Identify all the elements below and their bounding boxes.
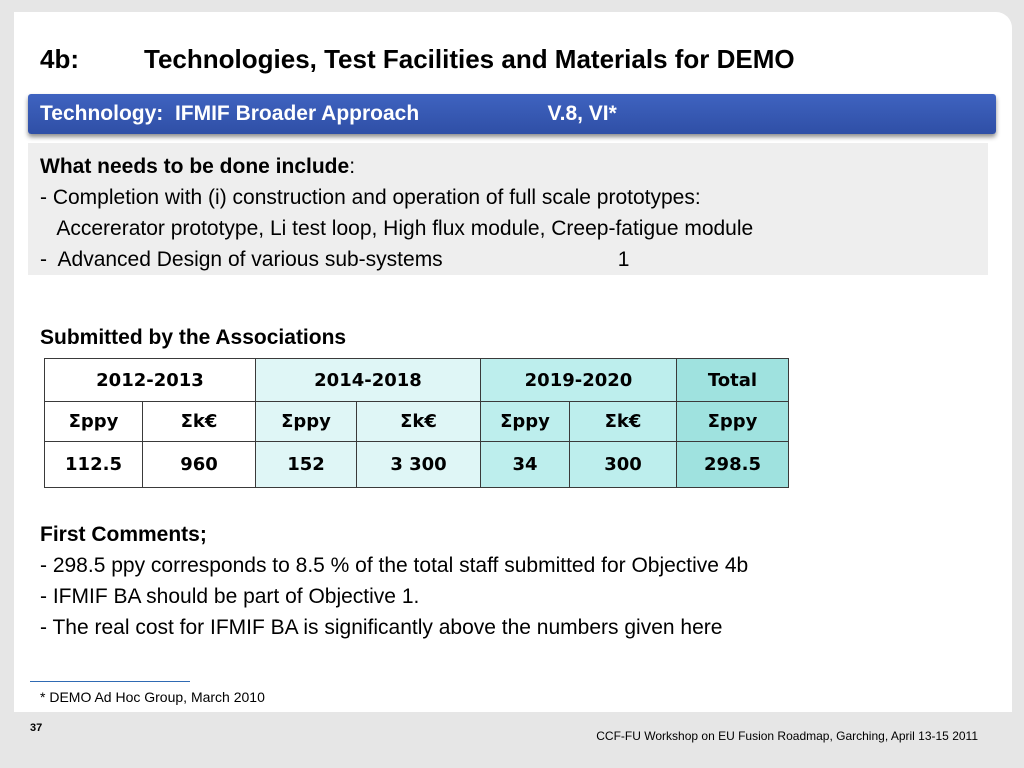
- needs-line: - Completion with (i) construction and o…: [40, 186, 701, 209]
- unit-header: Σppy: [676, 401, 789, 442]
- comment-line: - The real cost for IFMIF BA is signific…: [40, 616, 723, 639]
- slide-title: 4b: Technologies, Test Facilities and Ma…: [40, 44, 795, 74]
- table-row: 112.5 960 152 3 300 34 300 298.5: [44, 441, 789, 488]
- unit-header: Σppy: [44, 401, 143, 442]
- footnote-divider: [30, 681, 190, 682]
- unit-header: Σppy: [480, 401, 570, 442]
- comments-heading: First Comments;: [40, 523, 207, 546]
- page-number: 37: [30, 722, 43, 734]
- submission-table: 2012-2013 2014-2018 2019-2020 Total Σppy…: [44, 358, 789, 488]
- unit-header: Σk€: [142, 401, 256, 442]
- footnote: * DEMO Ad Hoc Group, March 2010: [40, 689, 265, 705]
- unit-header: Σppy: [255, 401, 357, 442]
- technology-banner: Technology: IFMIF Broader Approach V.8, …: [28, 94, 996, 134]
- period-header: 2014-2018: [255, 358, 481, 402]
- table-cell: 960: [142, 441, 256, 488]
- table-cell: 3 300: [356, 441, 481, 488]
- event-footer: CCF-FU Workshop on EU Fusion Roadmap, Ga…: [596, 729, 978, 743]
- needs-box: What needs to be done include: - Complet…: [28, 143, 988, 275]
- needs-heading-colon: :: [349, 155, 356, 178]
- unit-header: Σk€: [569, 401, 677, 442]
- comments-section: First Comments; - 298.5 ppy corresponds …: [40, 519, 748, 643]
- table-cell: 298.5: [676, 441, 789, 488]
- table-cell: 34: [480, 441, 570, 488]
- period-header: 2019-2020: [480, 358, 677, 402]
- table-cell: 300: [569, 441, 677, 488]
- table-unit-row: Σppy Σk€ Σppy Σk€ Σppy Σk€ Σppy: [44, 401, 789, 442]
- needs-heading-line: What needs to be done include:: [40, 151, 988, 182]
- total-header: Total: [676, 358, 789, 402]
- needs-line: - Advanced Design of various sub-systems…: [40, 248, 630, 271]
- table-header-row: 2012-2013 2014-2018 2019-2020 Total: [44, 358, 789, 402]
- table-cell: 112.5: [44, 441, 143, 488]
- period-header: 2012-2013: [44, 358, 256, 402]
- table-cell: 152: [255, 441, 357, 488]
- needs-heading: What needs to be done include: [40, 155, 350, 178]
- unit-header: Σk€: [356, 401, 481, 442]
- submitted-heading: Submitted by the Associations: [40, 326, 347, 349]
- comment-line: - IFMIF BA should be part of Objective 1…: [40, 585, 420, 608]
- needs-line: Accererator prototype, Li test loop, Hig…: [40, 217, 754, 240]
- comment-line: - 298.5 ppy corresponds to 8.5 % of the …: [40, 554, 749, 577]
